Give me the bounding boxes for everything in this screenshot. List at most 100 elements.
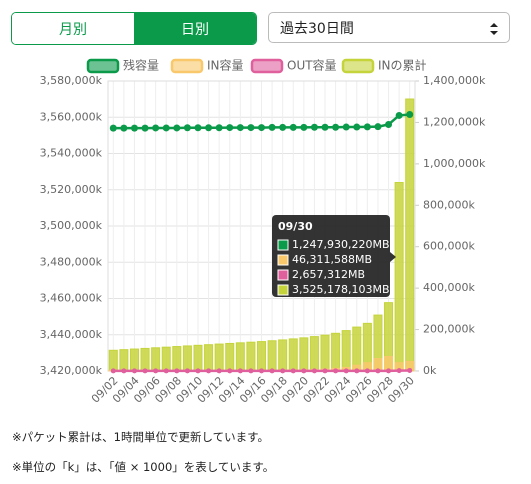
bar <box>235 342 245 372</box>
y-tick-label: 3,420,000k <box>40 364 103 377</box>
bar <box>161 346 171 372</box>
point <box>205 124 213 132</box>
point <box>386 368 392 374</box>
tooltip-box <box>272 215 390 297</box>
point <box>206 368 212 374</box>
point <box>163 368 169 374</box>
tooltip-title: 09/30 <box>278 220 313 233</box>
y2-tick-label: 800,000k <box>423 198 475 211</box>
bar <box>394 182 404 372</box>
y-tick-label: 3,460,000k <box>40 292 103 305</box>
y-tick-label: 3,580,000k <box>40 74 103 87</box>
legend-swatch <box>250 58 284 74</box>
note: ※単位の「k」は、「値 × 1000」を表しています。 <box>12 460 275 474</box>
range-select[interactable]: 過去30日間 <box>268 12 510 43</box>
point <box>173 124 181 132</box>
point <box>216 368 222 374</box>
legend-swatch <box>170 58 204 74</box>
tooltip-swatch <box>277 239 289 251</box>
point <box>300 123 308 131</box>
point <box>353 123 361 131</box>
bar <box>299 337 309 372</box>
y2-tick-label: 600,000k <box>423 240 475 253</box>
bar <box>108 349 118 372</box>
point <box>153 368 159 374</box>
point <box>162 124 170 132</box>
bar <box>193 344 203 372</box>
y-tick-label: 3,560,000k <box>40 110 103 123</box>
bar <box>278 339 288 372</box>
bar <box>341 330 351 372</box>
point <box>130 124 138 132</box>
point <box>195 368 201 374</box>
y-tick-label: 3,480,000k <box>40 255 103 268</box>
point <box>311 368 317 374</box>
bar <box>182 345 192 372</box>
point <box>310 123 318 131</box>
point <box>259 368 264 374</box>
y2-tick-label: 0k <box>423 364 437 377</box>
point <box>184 368 190 374</box>
note: ※パケット累計は、1時間単位で更新しています。 <box>12 430 269 444</box>
y2-tick-label: 1,400,000k <box>423 74 486 87</box>
monthly-tab[interactable]: 月別 <box>12 13 134 44</box>
point <box>248 368 254 374</box>
point <box>396 368 402 374</box>
daily-tab[interactable]: 日別 <box>134 13 256 44</box>
bar <box>267 340 277 372</box>
y2-tick-label: 1,000,000k <box>423 157 486 170</box>
point <box>247 124 255 132</box>
point <box>258 124 265 132</box>
y-tick-label: 3,540,000k <box>40 147 103 160</box>
legend-label: 残容量 <box>123 58 159 73</box>
y2-tick-label: 200,000k <box>423 323 475 336</box>
point <box>322 368 328 374</box>
select-arrows <box>490 23 498 35</box>
bar <box>309 336 319 372</box>
bar <box>140 347 150 372</box>
point <box>120 124 128 132</box>
legend-label: OUT容量 <box>287 58 337 73</box>
point <box>194 124 202 132</box>
bar <box>151 347 161 372</box>
point <box>321 123 329 131</box>
point <box>354 368 360 374</box>
bar <box>214 343 224 372</box>
bar <box>119 349 129 372</box>
point <box>109 124 117 132</box>
point <box>121 368 127 374</box>
point <box>268 123 276 131</box>
y-tick-label: 3,440,000k <box>40 328 103 341</box>
point <box>289 123 297 131</box>
y-tick-label: 3,500,000k <box>40 219 103 232</box>
point <box>333 368 339 374</box>
bar <box>331 332 341 372</box>
tooltip-value: 1,247,930,220MB <box>292 238 390 251</box>
point <box>301 368 307 374</box>
point <box>290 368 296 374</box>
point <box>395 111 403 119</box>
bar <box>352 326 362 372</box>
point <box>215 124 223 132</box>
bar <box>405 98 415 372</box>
point <box>227 368 233 374</box>
legend-swatch <box>341 58 375 74</box>
point <box>110 368 116 374</box>
point <box>385 121 393 128</box>
point <box>332 123 340 131</box>
point <box>407 367 413 373</box>
point <box>374 123 382 131</box>
point <box>152 124 160 132</box>
bar <box>172 346 182 372</box>
bar <box>225 342 235 372</box>
legend-label: INの累計 <box>378 58 427 73</box>
legend-label: IN容量 <box>207 58 244 73</box>
bar <box>320 334 330 372</box>
point <box>174 368 180 374</box>
point <box>142 368 148 374</box>
point <box>131 368 137 374</box>
point <box>375 368 381 374</box>
period-tabs: 月別 日別 <box>11 12 257 45</box>
point <box>183 124 191 132</box>
point <box>364 368 370 374</box>
